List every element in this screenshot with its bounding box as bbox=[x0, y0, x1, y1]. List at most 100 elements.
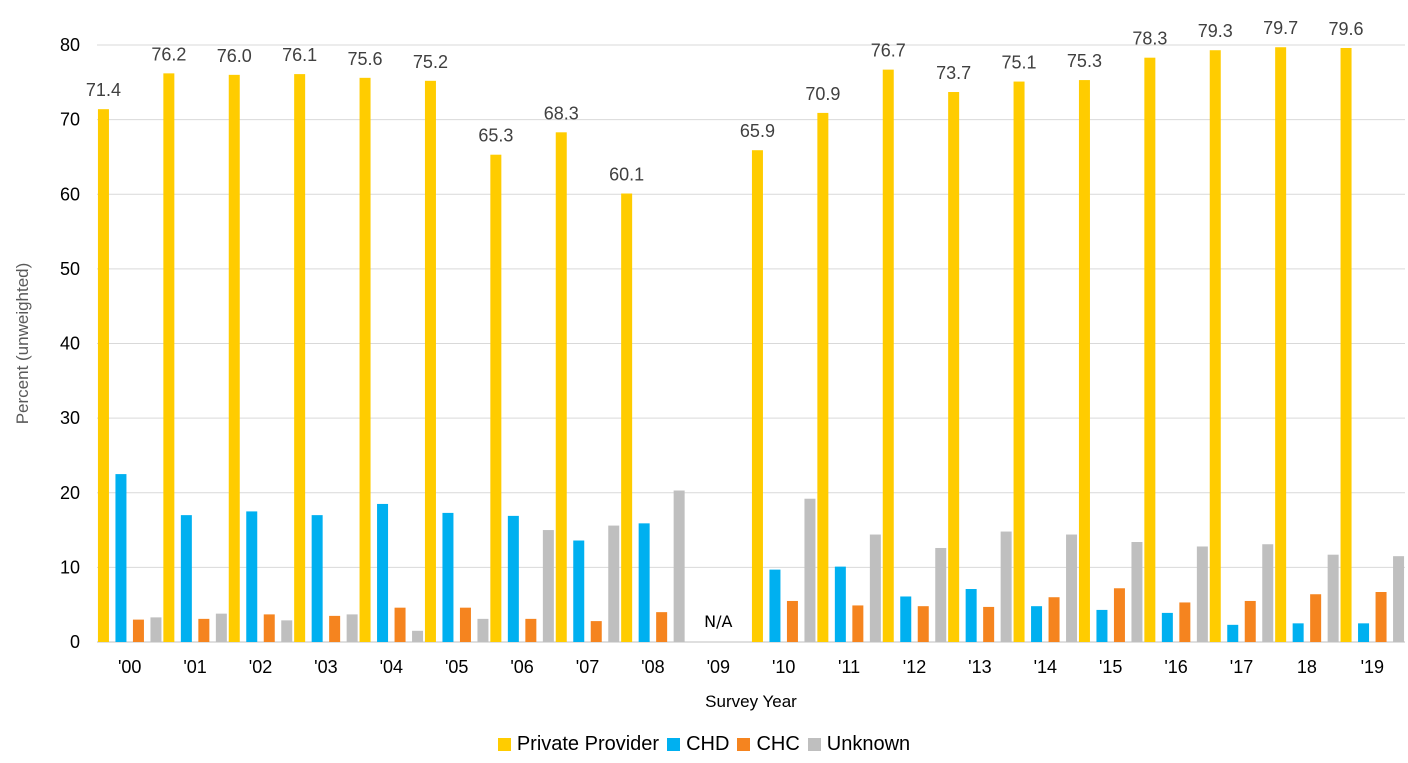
x-axis-title: Survey Year bbox=[705, 692, 797, 711]
bar-chc bbox=[1310, 594, 1322, 642]
bar-chd bbox=[180, 515, 192, 642]
legend-item: Unknown bbox=[807, 733, 911, 756]
bar-unknown bbox=[1131, 542, 1143, 642]
x-tick-label: '06 bbox=[510, 657, 533, 677]
bar-private-provider bbox=[751, 150, 763, 642]
bar-chart: 0 10 20 30 40 50 60 70 80 71.4 '00 76.2 '01 76.0 '02 76… bbox=[13, 18, 1405, 711]
y-axis-title: Percent (unweighted) bbox=[13, 263, 32, 425]
legend-item: Private Provider bbox=[497, 733, 660, 756]
bar-private-provider bbox=[424, 80, 436, 642]
bar-chc bbox=[394, 607, 406, 642]
y-tick-label: 0 bbox=[70, 632, 80, 652]
bar-private-provider bbox=[359, 77, 371, 642]
bar-private-provider bbox=[1340, 47, 1352, 643]
bar-chc bbox=[656, 612, 668, 642]
legend-label: Private Provider bbox=[516, 733, 660, 755]
bar-chc bbox=[329, 615, 341, 642]
bar-chc bbox=[852, 605, 864, 642]
bar-chc bbox=[786, 600, 798, 642]
bar-private-provider bbox=[555, 132, 567, 642]
legend-label: CHC bbox=[756, 733, 800, 755]
bar-chd bbox=[1161, 612, 1173, 642]
bar-chd bbox=[1031, 606, 1043, 642]
data-label: 76.0 bbox=[217, 46, 252, 66]
bar-chd bbox=[965, 589, 977, 642]
data-label: 75.3 bbox=[1067, 51, 1102, 71]
data-label: 68.3 bbox=[544, 103, 579, 123]
bar-chd bbox=[900, 596, 912, 642]
bar-private-provider bbox=[621, 193, 633, 642]
bar-unknown bbox=[608, 525, 620, 642]
data-label: 75.1 bbox=[1002, 53, 1037, 73]
bar-private-provider bbox=[1209, 50, 1221, 642]
y-tick-label: 60 bbox=[60, 184, 80, 204]
y-tick-label: 10 bbox=[60, 557, 80, 577]
y-tick-label: 20 bbox=[60, 483, 80, 503]
bar-chc bbox=[525, 618, 537, 642]
data-label: 60.1 bbox=[609, 165, 644, 185]
bar-unknown bbox=[1000, 531, 1012, 642]
bar-private-provider bbox=[228, 74, 240, 643]
legend-item: CHC bbox=[737, 733, 800, 756]
bar-chd bbox=[442, 512, 454, 642]
data-label: 79.3 bbox=[1198, 21, 1233, 41]
x-tick-label: '02 bbox=[249, 657, 272, 677]
x-tick-label: '07 bbox=[576, 657, 599, 677]
bar-chd bbox=[1096, 609, 1108, 642]
data-label: 65.3 bbox=[478, 126, 513, 146]
data-label: 75.6 bbox=[348, 49, 383, 69]
x-tick-label: '10 bbox=[772, 657, 795, 677]
data-label: 65.9 bbox=[740, 121, 775, 141]
x-tick-label: '12 bbox=[903, 657, 926, 677]
data-label: 73.7 bbox=[936, 63, 971, 83]
y-tick-label: 30 bbox=[60, 408, 80, 428]
x-tick-label: '09 bbox=[707, 657, 730, 677]
x-tick-label: '03 bbox=[314, 657, 337, 677]
data-label: 75.2 bbox=[413, 52, 448, 72]
bar-chc bbox=[590, 621, 602, 642]
bar-private-provider bbox=[97, 109, 109, 643]
bar-private-provider bbox=[1275, 47, 1287, 642]
bar-chd bbox=[1227, 624, 1239, 642]
bar-chc bbox=[1179, 602, 1191, 642]
data-label: 78.3 bbox=[1132, 29, 1167, 49]
bar-chc bbox=[917, 606, 929, 642]
bar-chc bbox=[1113, 588, 1125, 642]
x-tick-label: '01 bbox=[183, 657, 206, 677]
bar-unknown bbox=[412, 630, 424, 642]
bar-unknown bbox=[346, 614, 358, 642]
bar-chd bbox=[573, 540, 585, 642]
legend-label: Unknown bbox=[826, 733, 911, 755]
x-tick-label: '16 bbox=[1164, 657, 1187, 677]
x-tick-label: '04 bbox=[380, 657, 403, 677]
bar-private-provider bbox=[490, 154, 502, 643]
bar-unknown bbox=[804, 498, 816, 642]
bar-unknown bbox=[673, 490, 685, 642]
bar-chd bbox=[246, 511, 258, 642]
x-tick-label: 18 bbox=[1297, 657, 1317, 677]
data-label: 76.7 bbox=[871, 41, 906, 61]
legend-swatch bbox=[737, 738, 751, 751]
bar-private-provider bbox=[1144, 57, 1156, 642]
y-tick-label: 40 bbox=[60, 334, 80, 354]
bar-private-provider bbox=[817, 112, 829, 642]
bar-chd bbox=[834, 566, 846, 642]
chart-legend: Private Provider CHD CHC Unknown bbox=[0, 733, 1408, 756]
bar-unknown bbox=[477, 618, 489, 642]
y-tick-label: 50 bbox=[60, 259, 80, 279]
data-label: 79.6 bbox=[1329, 19, 1364, 39]
bar-chd bbox=[1292, 623, 1304, 642]
bar-chc bbox=[132, 619, 144, 642]
bar-unknown bbox=[542, 530, 554, 642]
bar-private-provider bbox=[1013, 81, 1025, 642]
x-tick-label: '19 bbox=[1361, 657, 1384, 677]
y-tick-label: 80 bbox=[60, 35, 80, 55]
legend-swatch bbox=[667, 738, 681, 751]
data-label: 76.2 bbox=[151, 44, 186, 64]
x-tick-label: '17 bbox=[1230, 657, 1253, 677]
bar-chc bbox=[1048, 597, 1060, 642]
x-tick-label: '11 bbox=[838, 657, 860, 677]
legend-item: CHD bbox=[667, 733, 729, 756]
bar-chc bbox=[459, 607, 471, 642]
bar-unknown bbox=[150, 617, 162, 642]
